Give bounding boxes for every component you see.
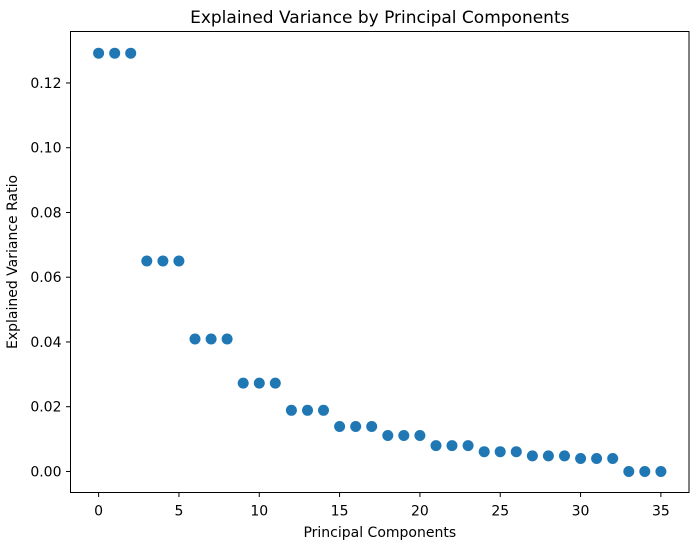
y-tick-label: 0.06 bbox=[30, 270, 61, 286]
x-axis-label: Principal Components bbox=[303, 525, 456, 541]
data-point bbox=[302, 404, 313, 416]
data-point bbox=[285, 404, 297, 416]
data-point bbox=[559, 450, 570, 462]
data-point bbox=[109, 47, 121, 59]
y-tick-label: 0.00 bbox=[30, 464, 61, 480]
data-point bbox=[253, 377, 265, 389]
data-point bbox=[607, 453, 619, 464]
x-tick-label: 25 bbox=[491, 504, 509, 520]
data-point bbox=[639, 466, 651, 477]
data-point bbox=[510, 446, 522, 458]
x-tick-label: 30 bbox=[572, 504, 590, 520]
data-point bbox=[125, 47, 137, 59]
axis-ticks: 0 5 10 15 20 25 30 35 0.00 0.02 0.04 0.06 0.08 0.10 0.… bbox=[30, 76, 669, 520]
data-point bbox=[478, 446, 490, 458]
chart-title: Explained Variance by Principal Componen… bbox=[190, 8, 570, 28]
x-tick-label: 0 bbox=[94, 504, 103, 520]
data-point bbox=[350, 421, 362, 432]
y-tick-label: 0.10 bbox=[30, 141, 61, 157]
data-point bbox=[446, 440, 458, 452]
data-point bbox=[173, 255, 185, 267]
data-point bbox=[189, 333, 201, 345]
data-point bbox=[414, 430, 426, 441]
x-tick-label: 15 bbox=[331, 504, 349, 520]
y-axis-label: Explained Variance Ratio bbox=[5, 175, 21, 349]
x-tick-label: 35 bbox=[652, 504, 670, 520]
data-point bbox=[462, 440, 474, 452]
data-point bbox=[382, 430, 394, 441]
data-point bbox=[398, 430, 410, 441]
data-point bbox=[430, 440, 442, 452]
data-point bbox=[334, 421, 346, 432]
x-tick-label: 5 bbox=[174, 504, 183, 520]
data-point bbox=[526, 450, 538, 462]
x-tick-label: 10 bbox=[250, 504, 268, 520]
data-point bbox=[591, 453, 603, 464]
data-point bbox=[221, 333, 233, 345]
data-point bbox=[494, 446, 506, 458]
data-point bbox=[141, 255, 153, 267]
data-point bbox=[318, 404, 329, 416]
data-point bbox=[623, 466, 635, 477]
data-point bbox=[655, 466, 667, 477]
data-point bbox=[237, 377, 249, 389]
data-point bbox=[205, 333, 217, 345]
data-point bbox=[542, 450, 554, 462]
data-point bbox=[366, 421, 378, 432]
y-tick-label: 0.12 bbox=[30, 76, 61, 92]
x-tick-label: 20 bbox=[411, 504, 429, 520]
y-tick-label: 0.02 bbox=[30, 400, 61, 416]
data-point bbox=[157, 255, 169, 267]
data-points bbox=[93, 47, 667, 477]
y-tick-label: 0.08 bbox=[30, 205, 61, 221]
data-point bbox=[575, 453, 587, 464]
data-point bbox=[269, 377, 281, 389]
data-point bbox=[93, 47, 105, 59]
y-tick-label: 0.04 bbox=[30, 335, 61, 351]
